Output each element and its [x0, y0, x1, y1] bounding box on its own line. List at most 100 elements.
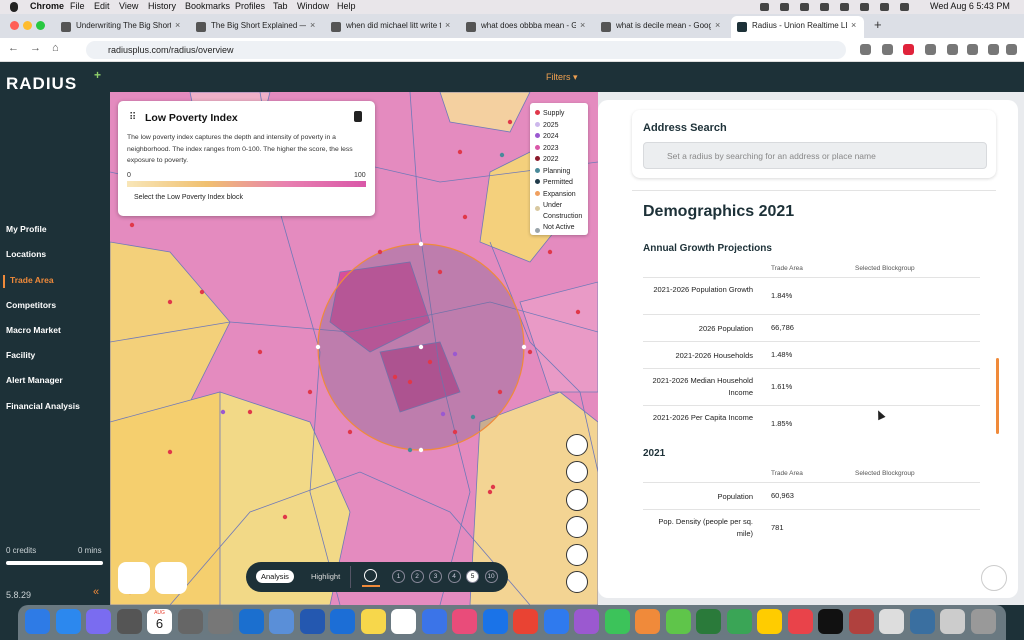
tab[interactable]: when did michael litt write th × — [325, 16, 458, 38]
legend-label[interactable]: Planning — [543, 167, 571, 175]
dock-icon[interactable] — [970, 609, 996, 634]
mode-button[interactable]: Analysis — [256, 570, 294, 583]
dock-icon[interactable] — [543, 609, 569, 634]
dock-icon[interactable] — [330, 609, 355, 634]
dock-icon[interactable] — [269, 609, 294, 634]
sidebar-item[interactable]: Macro Market — [6, 325, 61, 335]
dock-icon[interactable]: AUG 6 — [147, 609, 172, 634]
sidebar-item[interactable]: Trade Area — [10, 275, 54, 285]
ring-button[interactable]: 3 — [429, 570, 442, 583]
tab[interactable]: what does obbba mean - Goo × — [460, 16, 593, 38]
dock-icon[interactable] — [696, 609, 721, 634]
tab-close[interactable]: × — [580, 20, 586, 30]
dock-icon[interactable] — [604, 609, 630, 634]
sidebar-item[interactable]: Financial Analysis — [6, 401, 80, 411]
menu-item[interactable]: History — [148, 1, 177, 11]
map-tool[interactable] — [566, 516, 588, 538]
tab[interactable]: Underwriting The Big Short | × — [55, 16, 188, 38]
dock-icon[interactable] — [55, 609, 81, 634]
dock-icon[interactable] — [665, 609, 691, 634]
map-tool[interactable] — [566, 489, 588, 511]
legend-label[interactable]: Not Active — [543, 224, 575, 231]
dock-icon[interactable] — [421, 609, 447, 634]
menu-item[interactable]: Window — [297, 1, 330, 11]
dock-icon[interactable] — [513, 609, 538, 634]
ring-button[interactable]: 5 — [466, 570, 479, 583]
map-tool[interactable] — [566, 461, 588, 483]
tab[interactable]: Radius - Union Realtime LLC × — [731, 16, 864, 38]
menu-item[interactable]: Help — [337, 1, 356, 11]
menu-item[interactable]: Edit — [94, 1, 110, 11]
sidebar-item[interactable]: My Profile — [6, 224, 47, 234]
extension-icon[interactable] — [1006, 44, 1017, 55]
window-button[interactable] — [10, 21, 19, 30]
extension-icon[interactable] — [967, 44, 978, 55]
dock-icon[interactable] — [757, 609, 782, 634]
dock-icon[interactable] — [635, 609, 660, 634]
dock-icon[interactable] — [848, 609, 874, 634]
nav-button[interactable]: ⌂ — [52, 42, 59, 54]
nav-button[interactable]: ← — [8, 42, 19, 54]
mode-button[interactable]: Highlight — [311, 572, 341, 581]
legend-label[interactable]: 2023 — [543, 144, 559, 152]
window-button[interactable] — [36, 21, 45, 30]
menu-item[interactable]: Profiles — [235, 1, 266, 11]
ring-button[interactable]: 10 — [484, 570, 498, 583]
dock-icon[interactable] — [787, 609, 813, 634]
new-tab[interactable]: + — [874, 17, 882, 32]
add-button[interactable] — [155, 562, 187, 594]
dock-icon[interactable] — [360, 609, 386, 634]
legend-label[interactable]: Expansion — [543, 190, 576, 198]
sidebar-item[interactable]: Competitors — [6, 300, 57, 310]
dock-icon[interactable] — [391, 609, 416, 634]
legend-label[interactable]: 2024 — [543, 133, 559, 140]
map-tool[interactable] — [566, 544, 588, 566]
crosshair-button[interactable] — [364, 569, 377, 582]
pin-button[interactable] — [354, 111, 362, 122]
tab-close[interactable]: × — [851, 20, 857, 30]
dock-icon[interactable] — [879, 609, 904, 634]
ring-button[interactable]: 2 — [410, 570, 424, 583]
dock-icon[interactable] — [940, 609, 965, 634]
ring-button[interactable]: 4 — [447, 570, 461, 583]
layers-button[interactable] — [118, 562, 150, 594]
tab[interactable]: The Big Short Explained — H × — [190, 16, 323, 38]
nav-button[interactable]: → — [30, 42, 41, 54]
menu-item[interactable]: Tab — [273, 1, 288, 11]
dock-icon[interactable] — [482, 609, 508, 634]
legend-label[interactable]: 2022 — [543, 156, 559, 163]
tab-close[interactable]: × — [310, 20, 316, 30]
dock-icon[interactable] — [726, 609, 752, 634]
dock-icon[interactable] — [116, 609, 142, 634]
drag-handle[interactable]: ⠿ — [129, 112, 137, 123]
map-tool[interactable] — [566, 571, 588, 593]
menu-item[interactable]: File — [70, 1, 85, 11]
dock-icon[interactable] — [208, 609, 233, 634]
extension-icon[interactable] — [947, 44, 958, 55]
tab-close[interactable]: × — [715, 20, 721, 30]
tab-close[interactable]: × — [445, 20, 451, 30]
dock-icon[interactable] — [238, 609, 264, 634]
dock-icon[interactable] — [574, 609, 599, 634]
address-bar[interactable]: radiusplus.com/radius/overview — [86, 41, 846, 59]
chat-button[interactable] — [981, 565, 1007, 591]
extension-icon[interactable] — [925, 44, 936, 55]
extension-icon[interactable] — [903, 44, 914, 55]
sidebar-item[interactable]: Alert Manager — [6, 375, 63, 385]
dock-icon[interactable] — [177, 609, 203, 634]
ring-button[interactable]: 1 — [392, 570, 405, 583]
tab[interactable]: what is decile mean - Google × — [595, 16, 728, 38]
extension-icon[interactable] — [988, 44, 999, 55]
legend-label[interactable]: Permitted — [543, 179, 573, 186]
search-input[interactable]: Set a radius by searching for an address… — [643, 142, 987, 169]
legend-label[interactable]: Under Construction — [543, 202, 583, 220]
map[interactable] — [110, 92, 598, 605]
tab-close[interactable]: × — [175, 20, 181, 30]
legend-label[interactable]: Supply — [543, 110, 565, 117]
dock-icon[interactable] — [452, 609, 477, 634]
dock-icon[interactable] — [909, 609, 935, 634]
legend-label[interactable]: 2025 — [543, 121, 559, 129]
window-button[interactable] — [23, 21, 32, 30]
filters-button[interactable]: Filters ▾ — [546, 72, 578, 82]
dock-icon[interactable] — [818, 609, 843, 634]
